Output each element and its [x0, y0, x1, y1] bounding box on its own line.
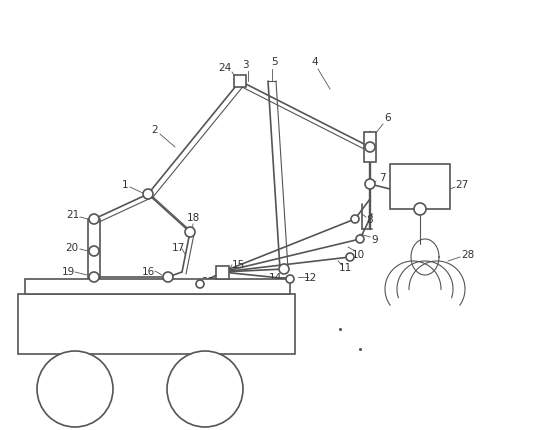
Circle shape [167, 351, 243, 427]
Text: 17: 17 [172, 243, 184, 252]
Text: 18: 18 [187, 212, 199, 222]
Circle shape [89, 272, 99, 283]
Circle shape [365, 143, 375, 153]
Circle shape [414, 203, 426, 215]
Bar [18, 294, 295, 354]
Bar [390, 165, 450, 209]
Circle shape [346, 253, 354, 261]
Text: 9: 9 [372, 234, 378, 244]
Circle shape [279, 264, 289, 274]
Bar [234, 76, 246, 88]
Circle shape [356, 236, 364, 243]
Text: 11: 11 [338, 262, 351, 272]
Text: 12: 12 [304, 272, 316, 283]
Text: 23: 23 [202, 276, 214, 286]
Circle shape [286, 275, 294, 283]
Circle shape [351, 215, 359, 224]
Text: 28: 28 [461, 249, 475, 259]
Text: 20: 20 [65, 243, 79, 252]
Text: 10: 10 [351, 249, 365, 259]
Text: 6: 6 [385, 113, 392, 123]
Text: 27: 27 [456, 180, 468, 190]
Text: 14: 14 [268, 272, 282, 283]
Text: 4: 4 [312, 57, 318, 67]
Text: 24: 24 [218, 63, 232, 73]
Circle shape [365, 180, 375, 190]
Text: 3: 3 [242, 60, 248, 70]
Text: 16: 16 [141, 266, 155, 276]
Circle shape [143, 190, 153, 200]
Text: 8: 8 [367, 215, 373, 224]
Text: 15: 15 [231, 259, 245, 269]
Text: 1: 1 [121, 180, 128, 190]
Bar [216, 266, 228, 279]
Text: 13: 13 [193, 304, 207, 314]
Bar [364, 133, 376, 163]
Text: 7: 7 [379, 172, 385, 183]
Bar [25, 280, 290, 294]
Text: 21: 21 [66, 209, 80, 219]
Circle shape [163, 272, 173, 283]
Circle shape [89, 215, 99, 224]
Circle shape [185, 227, 195, 237]
Circle shape [37, 351, 113, 427]
Circle shape [196, 280, 204, 289]
Circle shape [89, 246, 99, 256]
Text: 5: 5 [272, 57, 278, 67]
Text: 19: 19 [61, 266, 75, 276]
Text: 2: 2 [152, 125, 158, 135]
